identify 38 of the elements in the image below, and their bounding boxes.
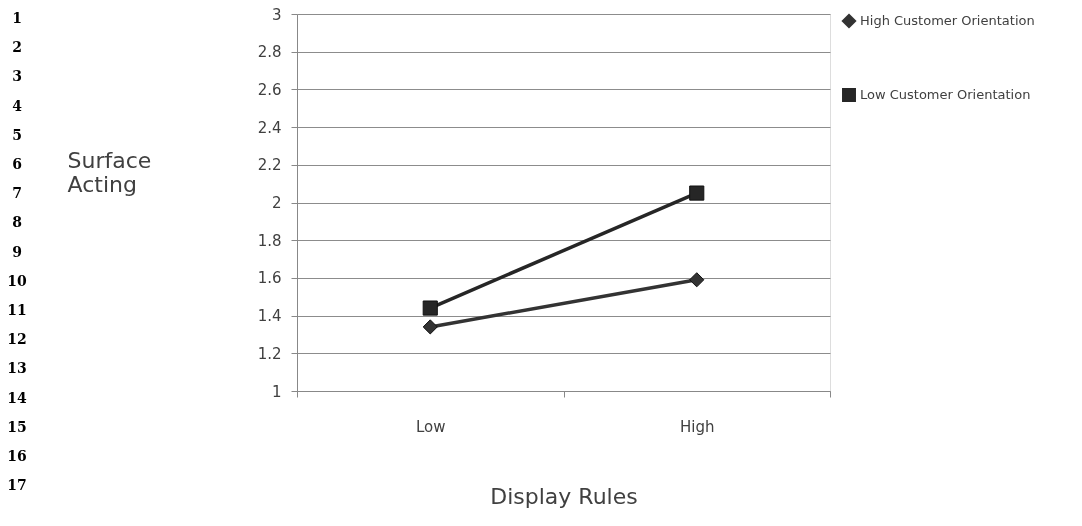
- x-tick-label: High: [680, 417, 715, 436]
- point: [422, 300, 438, 316]
- point: [422, 319, 438, 335]
- point: [689, 272, 705, 288]
- y-tick-label: 2: [271, 194, 282, 212]
- y-tick-label: 2.8: [257, 43, 282, 62]
- text: 9: [12, 243, 22, 260]
- y-axis-title: Surface Acting: [67, 147, 152, 197]
- text: 15: [7, 418, 27, 435]
- y-tick-label: 1: [271, 382, 282, 401]
- text: 12: [7, 331, 27, 348]
- point: [689, 185, 705, 201]
- text: 3: [12, 68, 22, 85]
- y-tick-label: 3: [271, 5, 282, 24]
- legend-label: High Customer Orientation: [860, 13, 1035, 28]
- x-axis-title: Display Rules: [490, 483, 638, 509]
- y-tick-label: 2.4: [257, 118, 282, 137]
- y-tick-label: 1.8: [257, 231, 282, 250]
- text: 14: [7, 389, 27, 406]
- text: 11: [7, 302, 27, 318]
- y-tick-label: 1.6: [257, 269, 282, 288]
- y-tick-label: 2.6: [257, 80, 282, 99]
- text: 7: [12, 185, 22, 202]
- y-tick-label: 2.2: [257, 156, 282, 175]
- y-tick-label: 1.4: [257, 307, 282, 326]
- text: 17: [7, 477, 27, 494]
- text: 5: [12, 126, 22, 143]
- text: 10: [7, 272, 27, 289]
- legend-label: Low Customer Orientation: [860, 87, 1031, 102]
- y-tick-label: 1.2: [257, 344, 282, 363]
- text: 8: [12, 214, 22, 231]
- text: 4: [12, 97, 23, 114]
- text: 1: [12, 10, 22, 26]
- text: 6: [12, 156, 22, 172]
- text: 16: [7, 448, 27, 464]
- text: 2: [12, 39, 22, 56]
- text: 13: [7, 360, 27, 377]
- x-tick-label: Low: [415, 417, 446, 436]
